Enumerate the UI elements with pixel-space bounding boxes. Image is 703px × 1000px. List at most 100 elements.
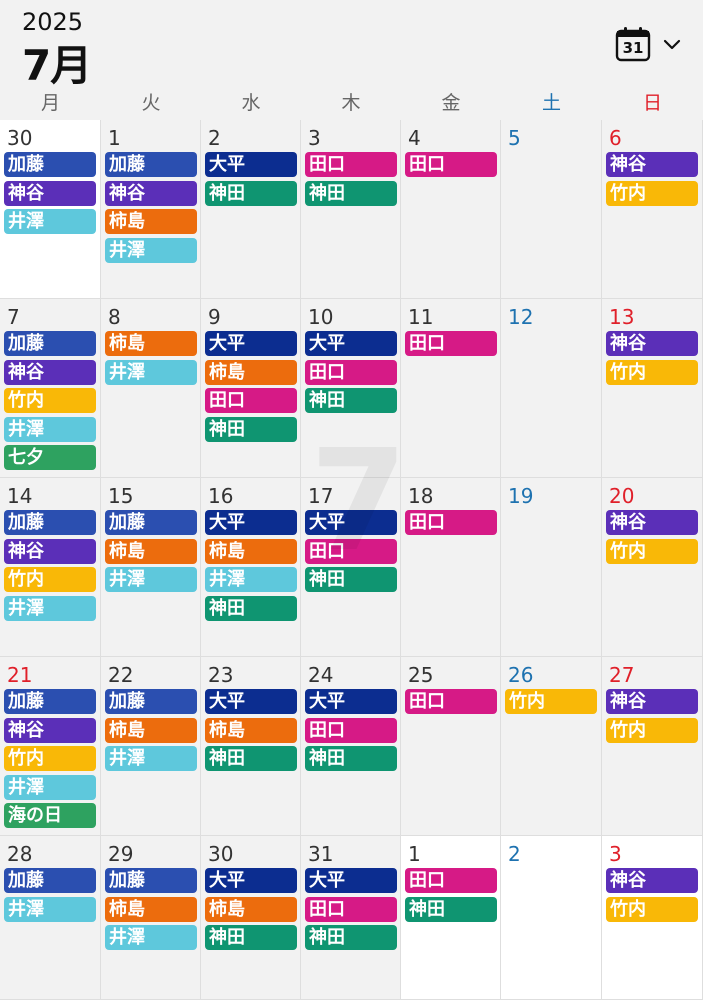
day-cell[interactable]: 4 田口 (401, 120, 501, 299)
day-cell[interactable]: 25 田口 (401, 657, 501, 836)
event-chip[interactable]: 神谷 (606, 152, 698, 177)
day-cell[interactable]: 11 田口 (401, 299, 501, 478)
day-cell[interactable]: 14 加藤 神谷 竹内 井澤 (0, 478, 101, 657)
event-chip[interactable]: 井澤 (4, 896, 96, 922)
event-chip[interactable]: 田口 (205, 388, 297, 414)
event-chip[interactable]: 大平 (305, 331, 397, 356)
event-chip[interactable]: 大平 (305, 868, 397, 893)
event-chip[interactable]: 神田 (305, 567, 397, 593)
event-chip[interactable]: 田口 (405, 689, 497, 714)
event-chip[interactable]: 竹内 (4, 567, 96, 593)
event-chip[interactable]: 田口 (305, 152, 397, 177)
event-chip[interactable]: 加藤 (105, 689, 197, 714)
day-cell[interactable]: 15 加藤 柿島 井澤 (101, 478, 201, 657)
calendar-view-button[interactable]: 31 (612, 26, 684, 66)
event-chip[interactable]: 神田 (305, 180, 397, 206)
event-chip[interactable]: 井澤 (4, 416, 96, 442)
day-cell[interactable]: 2 大平 神田 (201, 120, 301, 299)
day-cell[interactable]: 5 (501, 120, 602, 299)
day-cell[interactable]: 29 加藤 柿島 井澤 (101, 836, 201, 1000)
event-chip[interactable]: 神谷 (606, 510, 698, 535)
event-chip[interactable]: 井澤 (105, 359, 197, 385)
event-chip[interactable]: 田口 (405, 868, 497, 893)
event-chip[interactable]: 加藤 (105, 152, 197, 177)
day-cell[interactable]: 3 田口 神田 (301, 120, 401, 299)
event-chip[interactable]: 大平 (305, 510, 397, 535)
event-chip[interactable]: 加藤 (105, 510, 197, 535)
event-chip[interactable]: 柿島 (205, 717, 297, 743)
event-chip[interactable]: 加藤 (4, 689, 96, 714)
event-chip[interactable]: 柿島 (105, 538, 197, 564)
event-chip[interactable]: 神谷 (606, 689, 698, 714)
event-chip[interactable]: 井澤 (4, 595, 96, 621)
event-chip[interactable]: 神田 (305, 925, 397, 951)
day-cell[interactable]: 28 加藤 井澤 (0, 836, 101, 1000)
event-chip[interactable]: 海の日 (4, 803, 96, 829)
event-chip[interactable]: 井澤 (105, 746, 197, 772)
event-chip[interactable]: 竹内 (606, 180, 698, 206)
event-chip[interactable]: 神田 (305, 388, 397, 414)
event-chip[interactable]: 大平 (205, 510, 297, 535)
event-chip[interactable]: 竹内 (505, 689, 597, 714)
event-chip[interactable]: 大平 (205, 152, 297, 177)
event-chip[interactable]: 神田 (205, 416, 297, 442)
event-chip[interactable]: 加藤 (105, 868, 197, 893)
event-chip[interactable]: 神谷 (4, 538, 96, 564)
event-chip[interactable]: 神谷 (4, 717, 96, 743)
day-cell[interactable]: 21 加藤 神谷 竹内 井澤 海の日 (0, 657, 101, 836)
event-chip[interactable]: 神谷 (606, 331, 698, 356)
event-chip[interactable]: 柿島 (105, 209, 197, 235)
event-chip[interactable]: 神田 (205, 746, 297, 772)
event-chip[interactable]: 神田 (205, 595, 297, 621)
event-chip[interactable]: 神田 (205, 925, 297, 951)
day-cell[interactable]: 6 神谷 竹内 (602, 120, 703, 299)
event-chip[interactable]: 竹内 (606, 359, 698, 385)
event-chip[interactable]: 井澤 (4, 209, 96, 235)
event-chip[interactable]: 神谷 (4, 359, 96, 385)
event-chip[interactable]: 田口 (305, 896, 397, 922)
event-chip[interactable]: 柿島 (105, 717, 197, 743)
event-chip[interactable]: 加藤 (4, 510, 96, 535)
day-cell[interactable]: 8 柿島 井澤 (101, 299, 201, 478)
day-cell[interactable]: 30 加藤 神谷 井澤 (0, 120, 101, 299)
event-chip[interactable]: 井澤 (105, 237, 197, 263)
event-chip[interactable]: 大平 (205, 331, 297, 356)
day-cell[interactable]: 30 大平 柿島 神田 (201, 836, 301, 1000)
day-cell[interactable]: 10 大平 田口 神田 (301, 299, 401, 478)
event-chip[interactable]: 柿島 (105, 896, 197, 922)
day-cell[interactable]: 26 竹内 (501, 657, 602, 836)
event-chip[interactable]: 田口 (405, 152, 497, 177)
event-chip[interactable]: 田口 (305, 717, 397, 743)
day-cell[interactable]: 3 神谷 竹内 (602, 836, 703, 1000)
day-cell[interactable]: 13 神谷 竹内 (602, 299, 703, 478)
day-cell[interactable]: 22 加藤 柿島 井澤 (101, 657, 201, 836)
event-chip[interactable]: 竹内 (606, 896, 698, 922)
day-cell[interactable]: 27 神谷 竹内 (602, 657, 703, 836)
day-cell[interactable]: 2 (501, 836, 602, 1000)
event-chip[interactable]: 七夕 (4, 445, 96, 471)
event-chip[interactable]: 大平 (205, 689, 297, 714)
day-cell[interactable]: 1 加藤 神谷 柿島 井澤 (101, 120, 201, 299)
event-chip[interactable]: 竹内 (4, 746, 96, 772)
event-chip[interactable]: 田口 (305, 538, 397, 564)
day-cell[interactable]: 9 大平 柿島 田口 神田 (201, 299, 301, 478)
event-chip[interactable]: 井澤 (105, 567, 197, 593)
event-chip[interactable]: 加藤 (4, 331, 96, 356)
event-chip[interactable]: 井澤 (205, 567, 297, 593)
event-chip[interactable]: 大平 (305, 689, 397, 714)
day-cell[interactable]: 19 (501, 478, 602, 657)
event-chip[interactable]: 柿島 (205, 538, 297, 564)
event-chip[interactable]: 田口 (405, 510, 497, 535)
event-chip[interactable]: 加藤 (4, 868, 96, 893)
day-cell[interactable]: 12 (501, 299, 602, 478)
day-cell[interactable]: 24 大平 田口 神田 (301, 657, 401, 836)
day-cell[interactable]: 17 大平 田口 神田 (301, 478, 401, 657)
day-cell[interactable]: 16 大平 柿島 井澤 神田 (201, 478, 301, 657)
day-cell[interactable]: 7 加藤 神谷 竹内 井澤 七夕 (0, 299, 101, 478)
event-chip[interactable]: 竹内 (606, 717, 698, 743)
event-chip[interactable]: 竹内 (606, 538, 698, 564)
event-chip[interactable]: 神田 (405, 896, 497, 922)
event-chip[interactable]: 加藤 (4, 152, 96, 177)
day-cell[interactable]: 31 大平 田口 神田 (301, 836, 401, 1000)
event-chip[interactable]: 神谷 (606, 868, 698, 893)
